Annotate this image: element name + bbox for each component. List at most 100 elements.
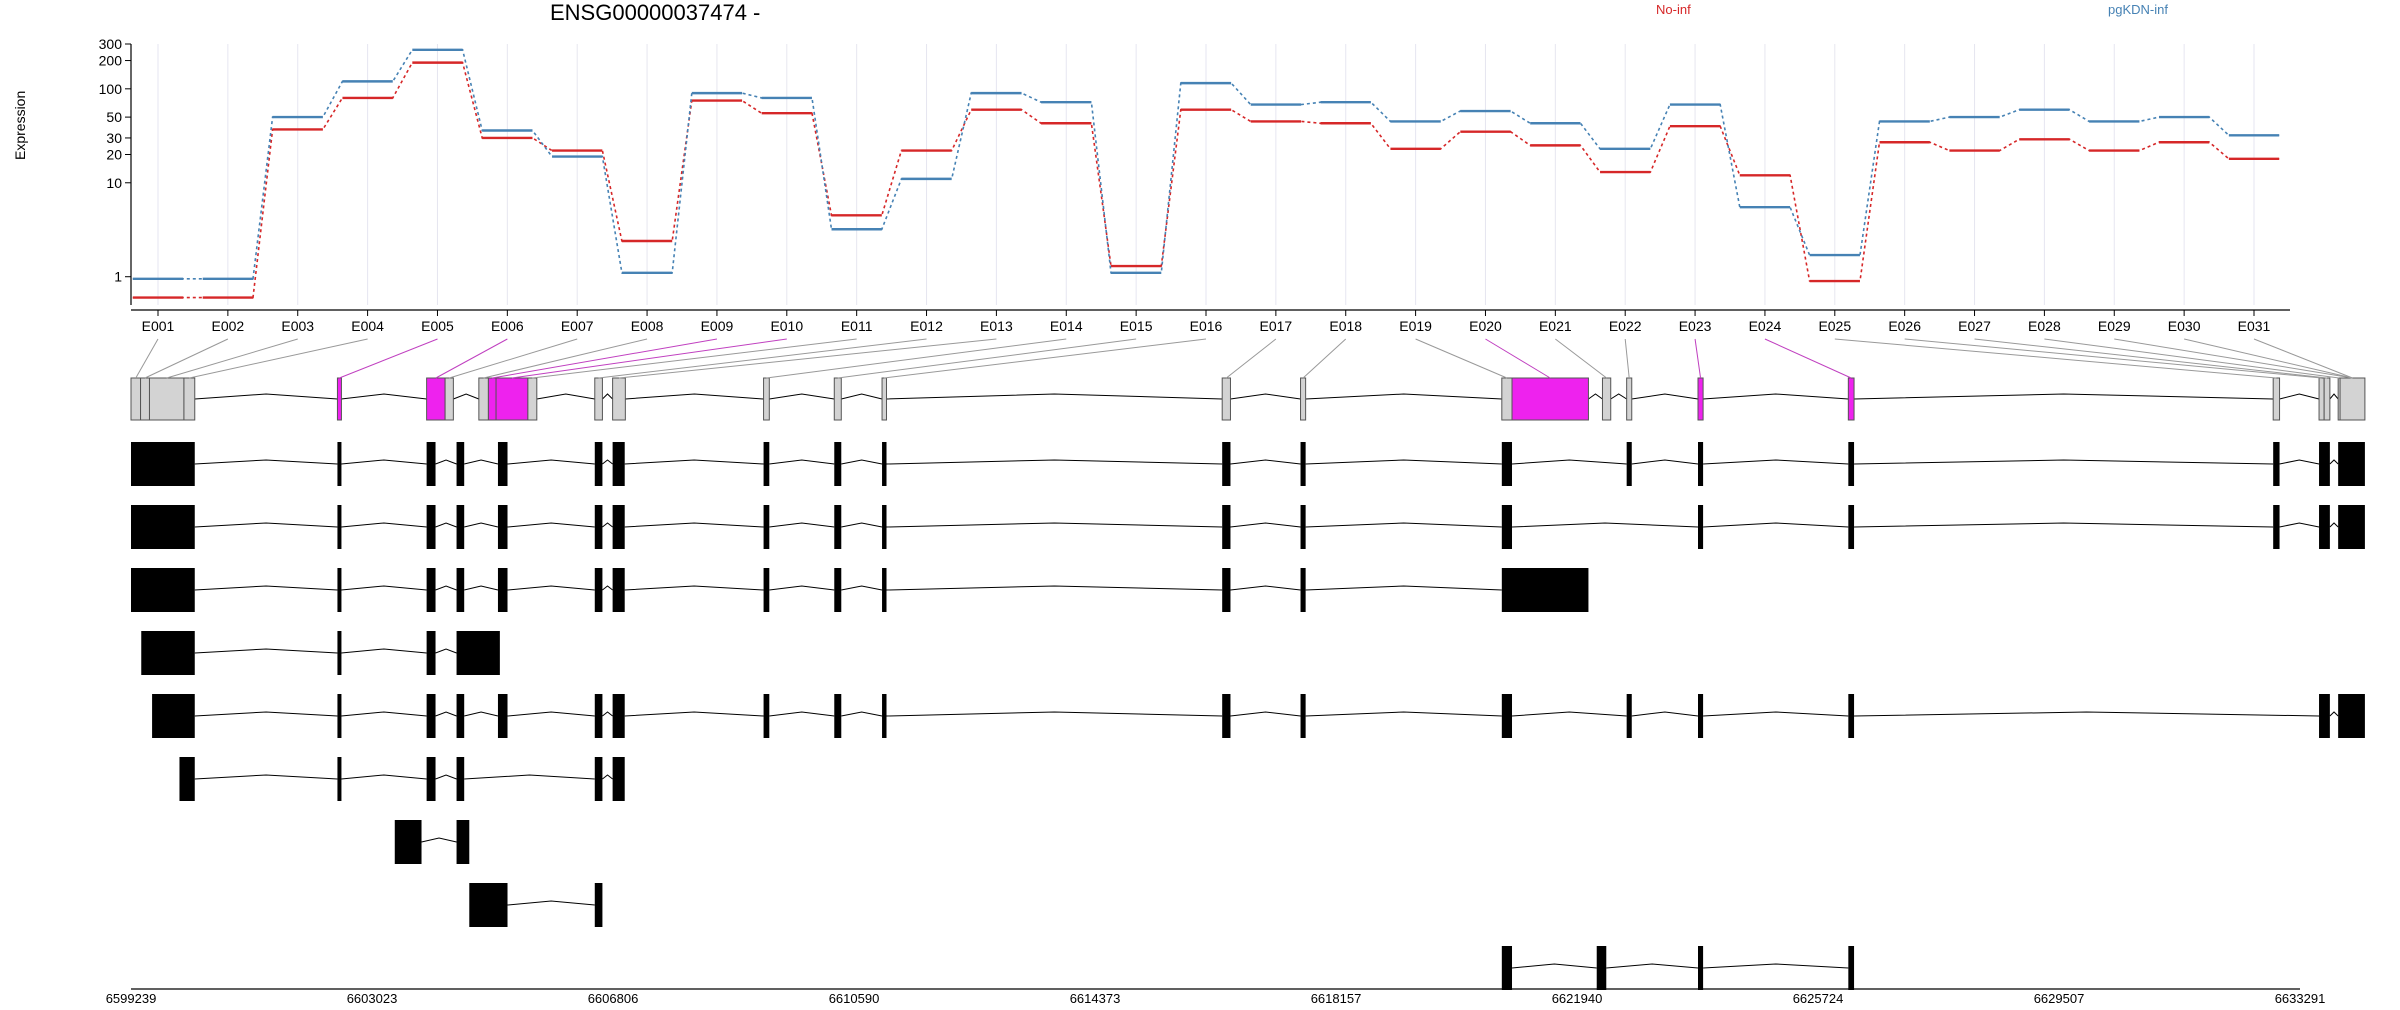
exon-intron-line — [2279, 393, 2320, 400]
exon-box-E006 — [426, 377, 446, 421]
exon-connector — [2044, 338, 2340, 379]
transcript-intron — [1511, 711, 1627, 717]
transcript-exon — [456, 820, 470, 864]
x-tick-label: E021 — [1539, 318, 1572, 334]
transcript-intron — [507, 522, 595, 528]
transcript-intron — [507, 459, 595, 465]
transcript-intron — [1631, 711, 1699, 717]
legend-no-inf: No-inf — [1656, 2, 1691, 17]
transcript-intron — [769, 711, 835, 717]
transcript-exon — [2338, 505, 2365, 549]
transcript-intron — [435, 522, 457, 528]
exon-box-E020 — [1511, 377, 1589, 421]
transcript-exon — [456, 442, 465, 486]
legend-pgkdn-inf: pgKDN-inf — [2108, 2, 2168, 17]
exon-box-E019 — [1501, 377, 1513, 421]
genome-tick-label: 6625724 — [1793, 991, 1844, 1006]
transcript-intron — [507, 900, 595, 906]
transcript-intron — [769, 459, 835, 465]
transcript-exon — [2273, 442, 2280, 486]
transcript-intron — [194, 774, 338, 780]
transcript-intron — [507, 711, 595, 717]
x-tick-label: E022 — [1609, 318, 1642, 334]
exon-intron-line — [1631, 393, 1699, 400]
exon-connector — [483, 338, 648, 379]
x-tick-label: E020 — [1469, 318, 1502, 334]
exon-intron-line — [1305, 393, 1502, 400]
x-tick-label: E026 — [1888, 318, 1921, 334]
transcript-exon — [1596, 946, 1607, 990]
transcript-exon — [1848, 946, 1855, 990]
exon-box-E021 — [1601, 377, 1612, 421]
transcript-intron — [1511, 522, 1699, 528]
exon-connector — [1415, 338, 1508, 379]
transcript-exon — [141, 631, 195, 675]
x-tick-label: E016 — [1190, 318, 1223, 334]
genome-tick-label: 6603023 — [347, 991, 398, 1006]
transcript-exon — [1848, 694, 1855, 738]
transcript-exon — [594, 568, 603, 612]
exon-connector — [1974, 338, 2328, 379]
exon-box-E014 — [763, 377, 770, 421]
x-tick-label: E015 — [1120, 318, 1153, 334]
exon-box-E003 — [148, 377, 185, 421]
x-tick-label: E019 — [1399, 318, 1432, 334]
transcript-exon — [763, 505, 770, 549]
transcript-intron — [886, 459, 1223, 465]
transcript-exon — [882, 442, 887, 486]
x-tick-label: E011 — [841, 318, 873, 334]
transcript-exon — [337, 568, 342, 612]
x-tick-label: E028 — [2028, 318, 2061, 334]
transcript-exon — [426, 757, 436, 801]
exon-box-E001 — [130, 377, 142, 421]
exon-box-E027 — [2323, 377, 2331, 421]
exon-box-E009 — [487, 377, 497, 421]
transcript-intron — [464, 711, 499, 717]
transcript-intron — [886, 585, 1223, 591]
transcript-intron — [841, 459, 883, 465]
transcript-exon — [2319, 442, 2330, 486]
exon-connector — [1694, 338, 1702, 379]
exon-box-E029 — [2339, 377, 2366, 421]
transcript-exon — [594, 694, 603, 738]
transcript-intron — [1703, 711, 1849, 717]
transcript-exon — [612, 505, 625, 549]
transcript-exon — [131, 505, 195, 549]
transcript-exon — [1501, 946, 1513, 990]
transcript-intron — [602, 774, 613, 780]
transcript-exon — [594, 883, 603, 927]
transcript-exon — [594, 757, 603, 801]
transcript-exon — [1222, 694, 1231, 738]
exon-connector — [1624, 338, 1630, 379]
genome-tick-label: 6614373 — [1070, 991, 1121, 1006]
transcript-intron — [435, 459, 457, 465]
x-tick-label: E008 — [631, 318, 664, 334]
transcript-intron — [1703, 963, 1849, 969]
x-tick-label: E007 — [561, 318, 594, 334]
transcript-exon — [612, 568, 625, 612]
transcript-exon — [152, 694, 195, 738]
exon-connector — [1764, 338, 1852, 379]
exon-connector — [1555, 338, 1607, 379]
transcript-intron — [421, 837, 457, 843]
x-tick-label: E004 — [351, 318, 384, 334]
transcript-intron — [464, 459, 499, 465]
exon-connector — [598, 338, 927, 379]
x-tick-label: E023 — [1679, 318, 1712, 334]
genome-tick-label: 6633291 — [2275, 991, 2326, 1006]
exon-intron-line — [1230, 393, 1301, 400]
exon-connector — [1834, 338, 2277, 379]
transcript-exon — [612, 694, 625, 738]
transcript-exon — [1626, 442, 1632, 486]
exon-intron-line — [602, 393, 613, 400]
genome-tick-label: 6599239 — [106, 991, 157, 1006]
exon-connector — [492, 338, 718, 379]
transcript-exon — [179, 757, 195, 801]
exon-connector — [435, 338, 508, 379]
x-tick-label: E024 — [1749, 318, 1782, 334]
transcript-intron — [507, 585, 595, 591]
transcript-exon — [1501, 568, 1589, 612]
transcript-exon — [763, 694, 770, 738]
transcript-exon — [763, 568, 770, 612]
transcript-exon — [426, 505, 436, 549]
